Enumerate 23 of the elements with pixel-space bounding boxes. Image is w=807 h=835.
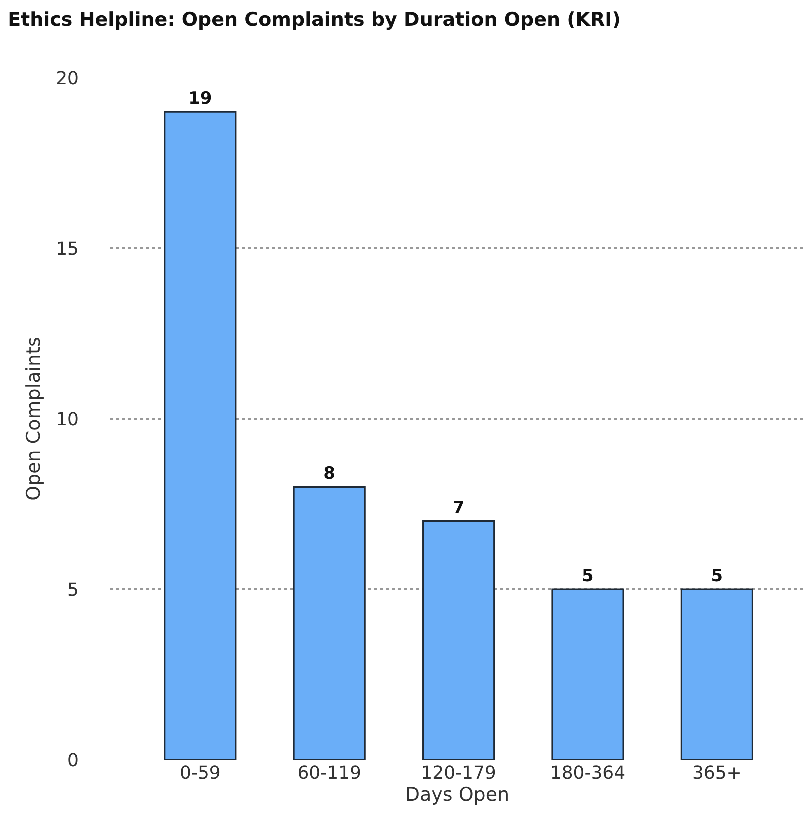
y-tick-label: 20 <box>56 68 79 90</box>
x-tick-label: 180-364 <box>550 763 626 784</box>
x-tick-label: 60-119 <box>298 763 362 784</box>
bar <box>293 486 366 760</box>
y-tick-label: 15 <box>56 238 79 260</box>
x-tick-label: 120-179 <box>421 763 496 784</box>
chart-title: Ethics Helpline: Open Complaints by Duration Open (KRI) <box>8 8 621 31</box>
data-label: 5 <box>582 566 594 586</box>
x-axis-title: Days Open <box>405 784 510 806</box>
data-label: 7 <box>452 498 465 518</box>
y-tick-label: 5 <box>68 580 79 601</box>
bar <box>422 520 496 760</box>
bar <box>680 588 754 760</box>
data-label: 19 <box>188 89 212 110</box>
x-tick-label: 0-59 <box>180 763 221 784</box>
bar <box>552 588 624 760</box>
data-label: 8 <box>324 464 336 484</box>
bar <box>164 111 237 760</box>
data-label: 5 <box>711 566 724 586</box>
y-tick-label: 0 <box>68 750 79 772</box>
y-tick-label: 10 <box>56 409 79 430</box>
x-tick-label: 365+ <box>692 763 742 784</box>
y-axis-title: Open Complaints <box>22 337 45 501</box>
